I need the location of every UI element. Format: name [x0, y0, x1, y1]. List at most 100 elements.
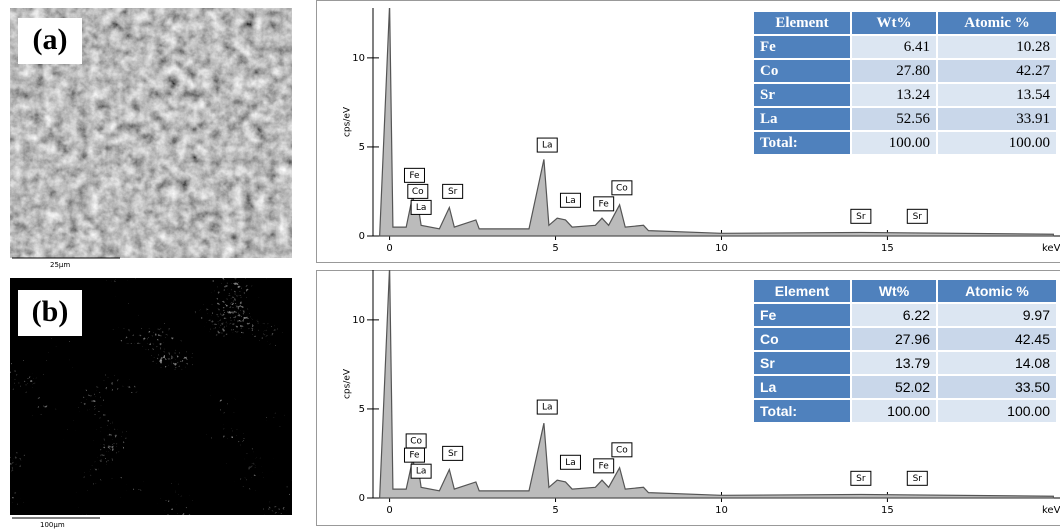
- element-cell: La: [752, 374, 852, 400]
- value-cell: 52.56: [850, 106, 938, 132]
- element-cell: Total:: [752, 130, 852, 156]
- peak-label-box: [611, 180, 633, 196]
- table-row: Total: 100.00 100.00: [752, 130, 1058, 156]
- y-axis-label: cps/eV: [343, 368, 353, 399]
- value-cell: 13.54: [936, 82, 1058, 108]
- peak-label: Sr: [448, 187, 458, 197]
- y-tick-label: 10: [352, 315, 365, 326]
- x-tick-label: 5: [552, 243, 558, 254]
- element-cell: Total:: [752, 398, 852, 424]
- x-tick-label: 10: [715, 243, 728, 254]
- peak-label: La: [416, 467, 427, 477]
- element-cell: Co: [752, 326, 852, 352]
- peak-label: Fe: [599, 199, 610, 209]
- value-cell: 33.50: [936, 374, 1058, 400]
- header-row: Element Wt% Atomic %: [752, 278, 1058, 304]
- element-cell: Sr: [752, 82, 852, 108]
- value-cell: 100.00: [850, 130, 938, 156]
- value-cell: 52.02: [850, 374, 938, 400]
- table-row: Sr 13.79 14.08: [752, 350, 1058, 376]
- scale-bar-label: 100µm: [40, 521, 65, 529]
- eds-table: Element Wt% Atomic % Fe 6.22 9.97 Co 27.96 42.45…: [752, 278, 1058, 424]
- header-row: Element Wt% Atomic %: [752, 10, 1058, 36]
- peak-label-box: [403, 447, 425, 463]
- value-cell: 10.28: [936, 34, 1058, 60]
- peak-label-box: [442, 445, 464, 461]
- peak-label: Sr: [856, 212, 866, 222]
- x-axis-label: keV: [1042, 243, 1060, 254]
- y-tick-label: 5: [359, 142, 365, 153]
- peak-label-box: [611, 442, 633, 458]
- table-row: Fe 6.22 9.97: [752, 302, 1058, 328]
- peak-label: Co: [412, 187, 424, 197]
- panel-label: (a): [33, 23, 68, 56]
- table-row: Sr 13.24 13.54: [752, 82, 1058, 108]
- peak-label-box: [850, 470, 872, 486]
- value-cell: 14.08: [936, 350, 1058, 376]
- value-cell: 13.79: [850, 350, 938, 376]
- y-axis-label: cps/eV: [343, 106, 353, 137]
- peak-label: La: [565, 458, 576, 468]
- value-cell: 6.41: [850, 34, 938, 60]
- y-tick-label: 0: [359, 493, 365, 504]
- element-cell: Fe: [752, 34, 852, 60]
- peak-label-box: [536, 399, 558, 415]
- header-cell: Wt%: [850, 10, 938, 36]
- peak-label-box: [906, 470, 928, 486]
- peak-label: Co: [410, 436, 422, 446]
- peak-label: Fe: [409, 451, 420, 461]
- peak-label-box: [536, 137, 558, 153]
- value-cell: 100.00: [936, 130, 1058, 156]
- peak-label-box: [559, 454, 581, 470]
- peak-label: Sr: [856, 474, 866, 484]
- x-tick-label: 15: [881, 505, 894, 516]
- element-cell: Sr: [752, 350, 852, 376]
- value-cell: 9.97: [936, 302, 1058, 328]
- panel-frame: [316, 270, 1060, 526]
- table-row: Total: 100.00 100.00: [752, 398, 1058, 424]
- value-cell: 13.24: [850, 82, 938, 108]
- header-cell: Element: [752, 278, 852, 304]
- value-cell: 100.00: [850, 398, 938, 424]
- peak-label-box: [442, 183, 464, 199]
- peak-label: Fe: [409, 171, 420, 181]
- peak-label-box: [407, 183, 429, 199]
- peak-label-box: [559, 192, 581, 208]
- peak-label-box: [403, 167, 425, 183]
- peak-label-box: [593, 458, 615, 474]
- peak-label: La: [542, 403, 553, 413]
- x-tick-label: 0: [386, 243, 392, 254]
- peak-label: Sr: [913, 474, 923, 484]
- peak-label: Sr: [913, 212, 923, 222]
- element-cell: Co: [752, 58, 852, 84]
- value-cell: 27.80: [850, 58, 938, 84]
- x-tick-label: 10: [715, 505, 728, 516]
- x-tick-label: 0: [386, 505, 392, 516]
- peak-label: La: [565, 196, 576, 206]
- scale-bar-label: 25µm: [50, 261, 70, 269]
- peak-label: Fe: [599, 461, 610, 471]
- peak-label: La: [542, 141, 553, 151]
- y-tick-label: 0: [359, 231, 365, 242]
- header-cell: Atomic %: [936, 278, 1058, 304]
- header-cell: Atomic %: [936, 10, 1058, 36]
- table-row: Co 27.96 42.45: [752, 326, 1058, 352]
- value-cell: 42.27: [936, 58, 1058, 84]
- table-row: La 52.02 33.50: [752, 374, 1058, 400]
- y-tick-label: 10: [352, 53, 365, 64]
- peak-label-box: [593, 196, 615, 212]
- label-box: [18, 18, 82, 64]
- y-tick-label: 5: [359, 404, 365, 415]
- element-cell: Fe: [752, 302, 852, 328]
- value-cell: 27.96: [850, 326, 938, 352]
- peak-label-box: [850, 208, 872, 224]
- x-tick-label: 15: [881, 243, 894, 254]
- peak-label: La: [416, 203, 427, 213]
- value-cell: 100.00: [936, 398, 1058, 424]
- element-cell: La: [752, 106, 852, 132]
- peak-label: Sr: [448, 449, 458, 459]
- peak-label-box: [410, 463, 432, 479]
- x-axis-label: keV: [1042, 505, 1060, 516]
